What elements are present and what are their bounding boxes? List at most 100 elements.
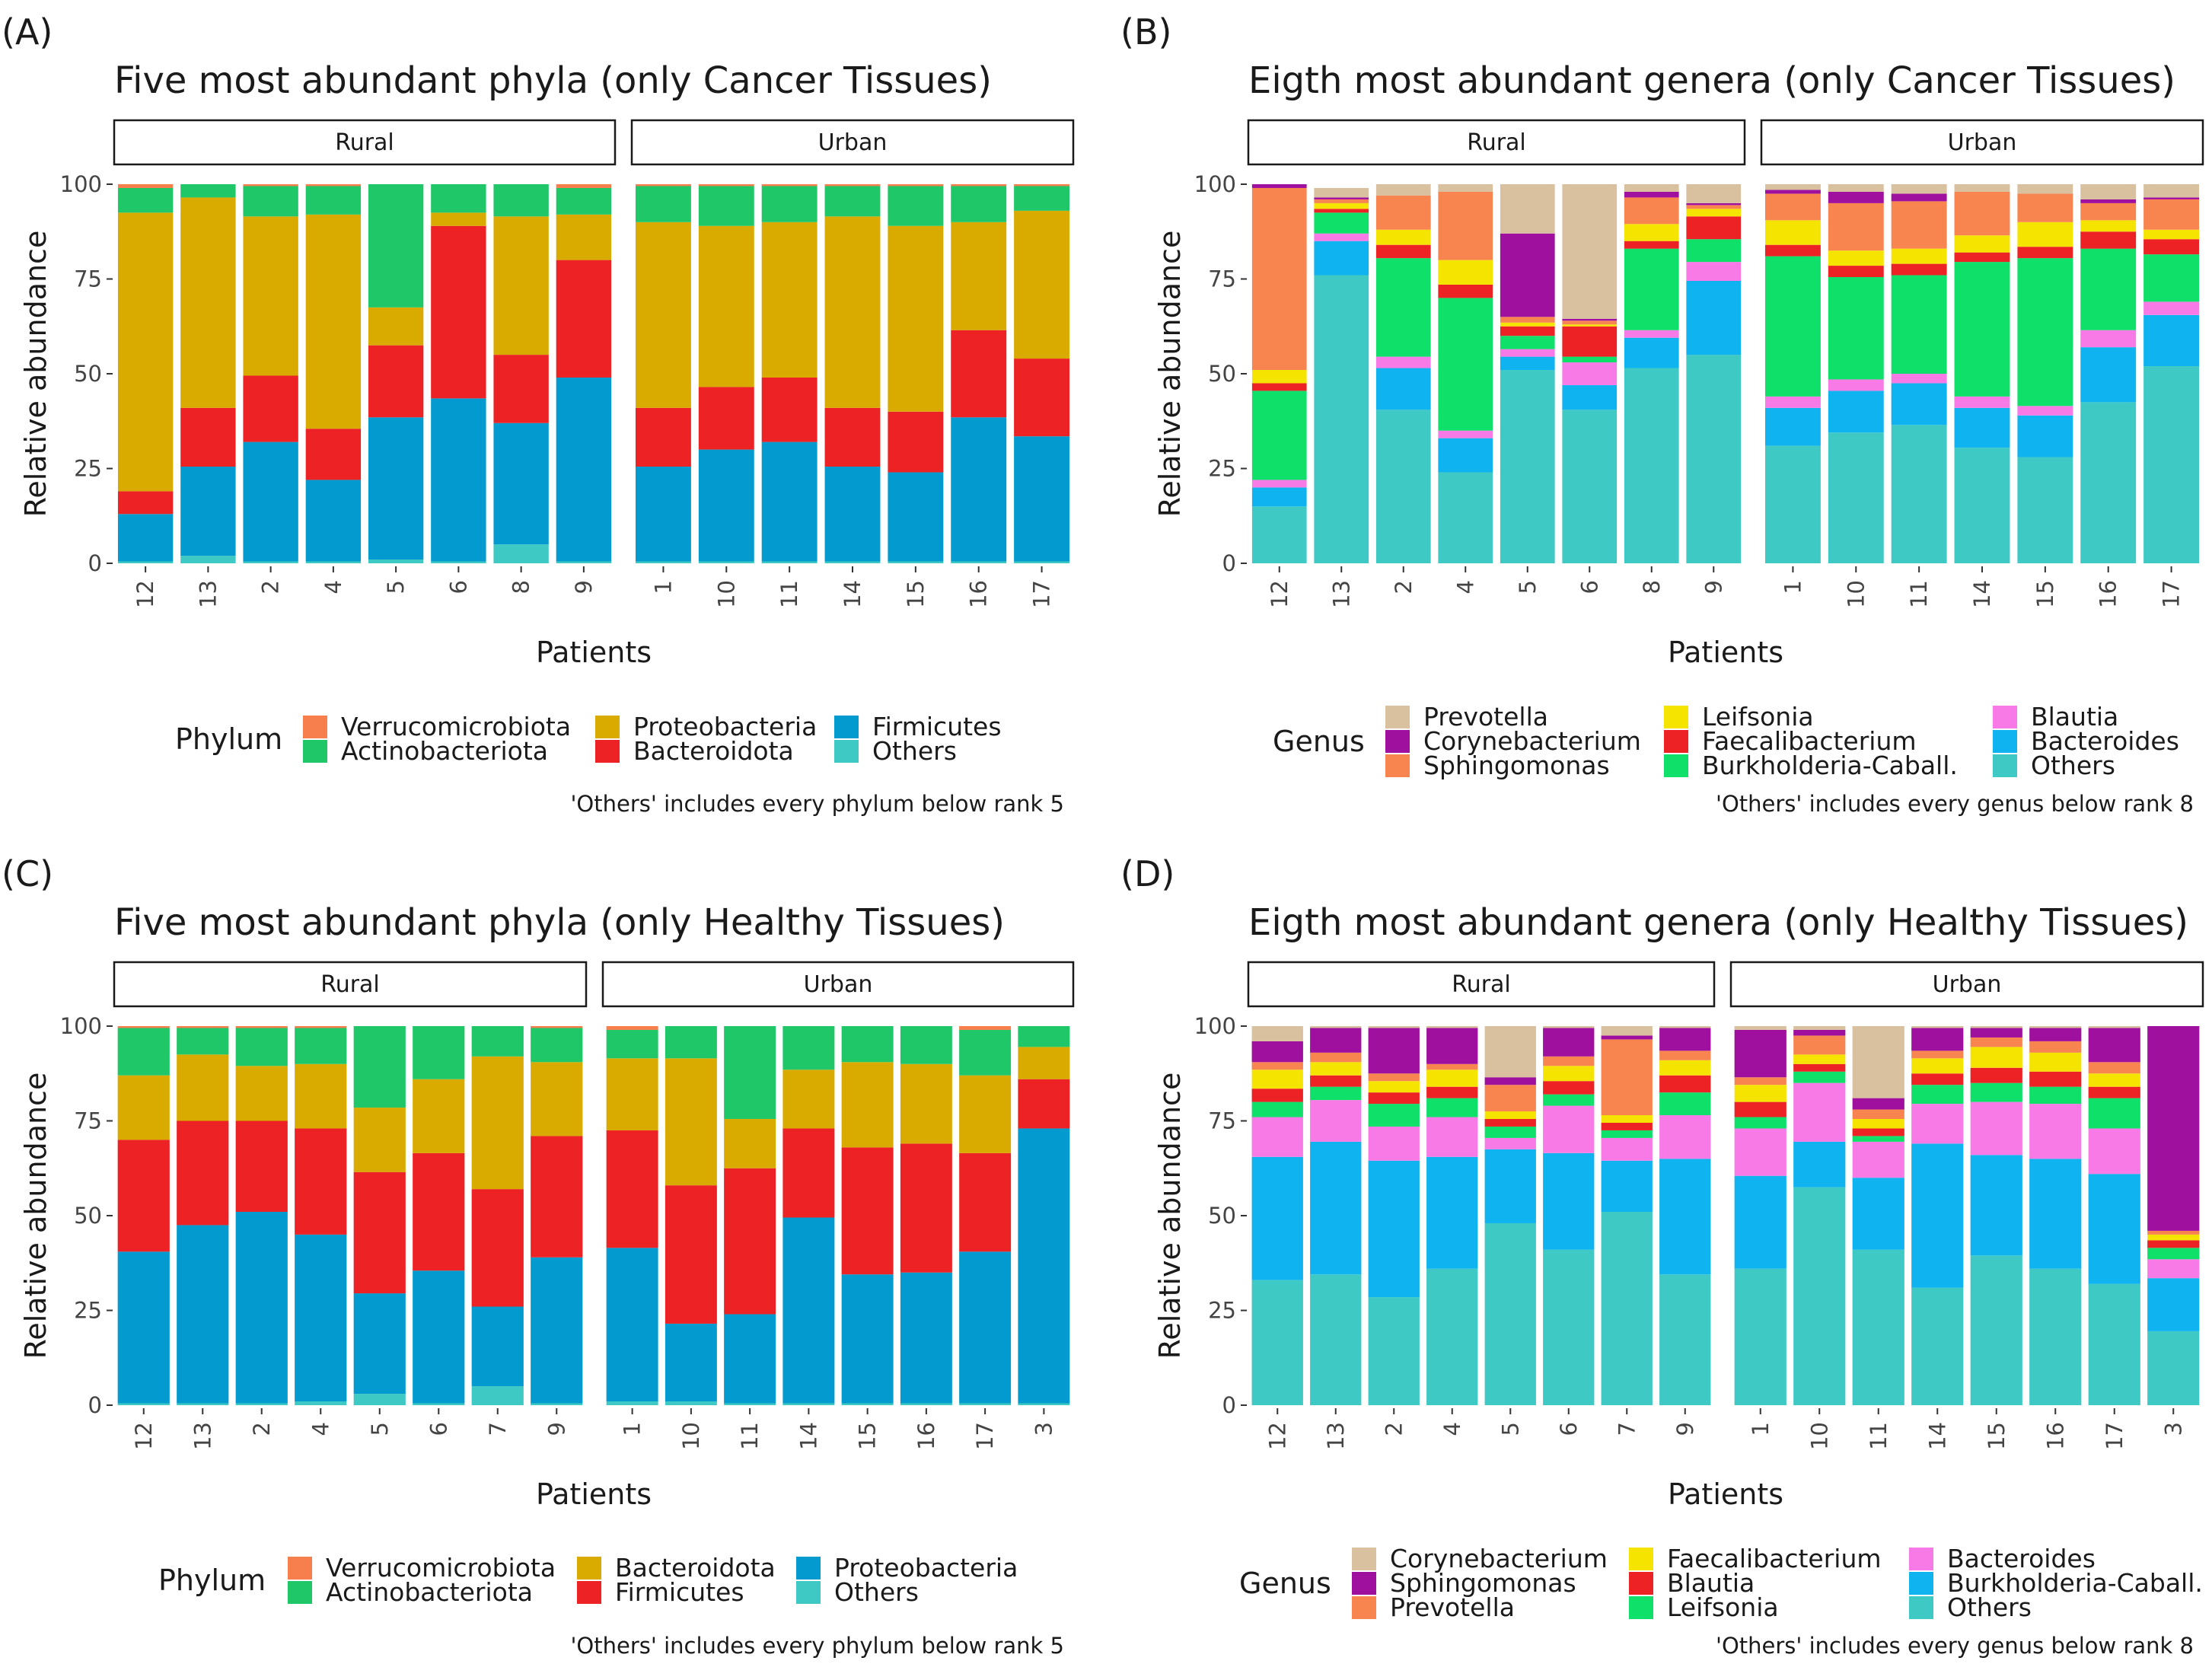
bar-segment-proteobacteria (606, 1248, 658, 1402)
bar-segment-proteobacteria (353, 1293, 406, 1395)
bar-segment-proteobacteria (1014, 210, 1070, 359)
x-tick-label: 12 (131, 1422, 157, 1450)
bar-segment-sphingomonas (1543, 1028, 1595, 1057)
bar-segment-bacteroidota (556, 260, 612, 378)
bar-segment-firmicutes (698, 449, 754, 562)
bar-segment-bacteroides (1562, 384, 1618, 410)
bar-segment-firmicutes (1018, 1079, 1070, 1129)
bar-segment-others (1911, 1287, 1964, 1405)
bar-segment-actinobacteriota (635, 186, 691, 222)
bar-segment-others (368, 559, 424, 563)
bar-segment-bacteroidota (471, 1056, 524, 1190)
bar-segment-prevotella (1954, 184, 2010, 192)
bar-segment-proteobacteria (243, 216, 298, 376)
x-tick-label: 3 (1031, 1422, 1057, 1436)
bar-segment-prevotella (1686, 184, 1742, 203)
bar-segment-actinobacteriota (180, 184, 236, 198)
facet-strip-label: Rural (1467, 129, 1526, 156)
bar-segment-prevotella (2147, 1230, 2200, 1235)
bar-segment-bacteroidota (413, 1079, 465, 1153)
bar-segment-corynebacterium (2088, 1026, 2140, 1028)
legend: Genus CorynebacteriumSphingomonasPrevotel… (1239, 1544, 2203, 1622)
bar-segment-others (841, 1403, 894, 1405)
bar-segment-actinobacteriota (368, 184, 424, 308)
bar-segment-others (1891, 425, 1947, 563)
bar-segment-proteobacteria (635, 222, 691, 408)
bar-segment-bacteroidota (1014, 359, 1070, 437)
bar-segment-sphingomonas (1659, 1028, 1711, 1051)
legend-swatch (595, 716, 620, 738)
legend-swatch (1993, 754, 2017, 777)
y-tick-label: 75 (1208, 266, 1236, 292)
legend-label: Sphingomonas (1390, 1568, 1576, 1598)
bar-segment-prevotella (1891, 184, 1947, 194)
bar-segment-burkholderia-caball- (1891, 275, 1947, 374)
bar-segment-bacteroidota (531, 1062, 583, 1136)
legend-label: Leifsonia (1702, 702, 1814, 732)
bar-segment-others (888, 561, 944, 563)
x-tick-label: 13 (1323, 1422, 1349, 1450)
y-tick-label: 0 (1222, 1392, 1236, 1418)
bar-segment-leifsonia (1314, 202, 1369, 209)
x-tick-label: 5 (1515, 580, 1541, 594)
legend-swatch (1352, 1596, 1376, 1619)
bar-segment-leifsonia (1828, 250, 1884, 266)
legend-swatch (834, 716, 859, 738)
legend-swatch (1909, 1548, 1933, 1570)
bar-segment-faecalibacterium (1659, 1060, 1711, 1076)
bar-segment-sphingomonas (1310, 1028, 1362, 1053)
bar-segment-proteobacteria (782, 1217, 835, 1404)
bar-segment-blautia (1426, 1086, 1478, 1098)
bar-segment-faecalibacterium (2017, 247, 2073, 259)
bar-segment-bacteroidota (493, 355, 549, 423)
facet-strip (113, 961, 588, 1008)
bar-segment-leifsonia (1310, 1086, 1362, 1101)
bar-segment-bacteroidota (117, 1075, 170, 1140)
bar-segment-bacteroides (1659, 1115, 1711, 1159)
bar-segment-burkholderia-caball- (2143, 254, 2200, 302)
bar-segment-burkholderia-caball- (1601, 1160, 1653, 1213)
bar-segment-burkholderia-caball- (1954, 262, 2010, 397)
x-tick-label: 2 (249, 1422, 275, 1436)
y-tick-label: 100 (60, 1013, 102, 1039)
x-axis-title: Patients (1668, 1478, 1783, 1511)
legend-label: Bacteroidota (633, 736, 794, 766)
bar-segment-leifsonia (1251, 1101, 1303, 1117)
bar-segment-bacteroides (1500, 356, 1555, 371)
bar-segment-proteobacteria (888, 225, 944, 412)
bar-segment-verrucomicrobiota (698, 184, 754, 186)
bar-segment-proteobacteria (413, 1270, 465, 1404)
bar-segment-firmicutes (959, 1152, 1012, 1252)
bar-segment-bacteroides (1852, 1141, 1904, 1178)
bar-segment-actinobacteriota (888, 186, 944, 226)
bar-segment-firmicutes (888, 472, 944, 562)
bar-segment-burkholderia-caball- (2088, 1174, 2140, 1284)
bar-segment-faecalibacterium (1251, 1069, 1303, 1089)
bar-segment-burkholderia-caball- (1764, 256, 1821, 397)
bar-segment-corynebacterium (1970, 1026, 2022, 1028)
y-tick-label: 100 (1194, 1013, 1236, 1039)
bar-segment-corynebacterium (2029, 1026, 2082, 1028)
bar-segment-sphingomonas (1601, 1035, 1653, 1040)
bar-segment-bacteroidota (180, 407, 236, 467)
bar-segment-proteobacteria (724, 1314, 776, 1404)
bar-segment-firmicutes (556, 377, 612, 562)
bar-segment-blautia (1954, 396, 2010, 408)
x-tick-label: 12 (132, 580, 158, 608)
bar-segment-corynebacterium (1624, 191, 1679, 198)
bar-segment-firmicutes (368, 417, 424, 560)
x-tick-label: 16 (913, 1422, 939, 1450)
bar-segment-sphingomonas (1426, 1028, 1478, 1064)
facet-strip (1247, 961, 1716, 1008)
bar-segment-bacteroides (1624, 337, 1679, 368)
y-axis-title: Relative abundance (1153, 1073, 1187, 1360)
x-axis-title: Patients (536, 1478, 652, 1511)
bar-segment-verrucomicrobiota (305, 184, 362, 186)
bar-segment-bacteroides (1438, 438, 1493, 473)
bar-segment-verrucomicrobiota (959, 1026, 1012, 1030)
x-tick-label: 9 (543, 1422, 569, 1436)
bar-segment-proteobacteria (1018, 1128, 1070, 1404)
bar-segment-others (1764, 445, 1821, 563)
x-tick-label: 11 (1906, 580, 1932, 608)
